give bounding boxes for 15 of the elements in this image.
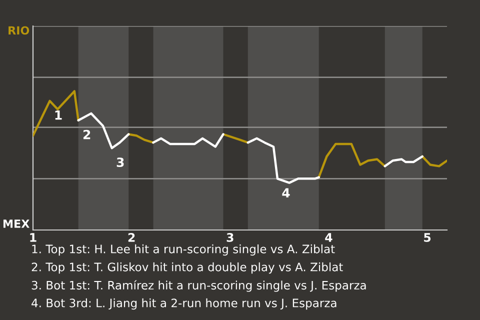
- text: 4. Bot 3rd: L. Jiang hit a 2-run home run vs J. Esparza: [32, 298, 336, 310]
- x-tick-label: 2: [128, 232, 135, 242]
- x-tick-label: 3: [226, 232, 234, 242]
- text: 3. Bot 1st: T. Ramírez hit a run-scoring single vs J. Esparza: [32, 280, 366, 292]
- x-tick-label: 5: [424, 233, 431, 242]
- x-tick-label: 1: [30, 233, 36, 242]
- annotation: 2: [84, 130, 90, 140]
- x-tick-label: 4: [325, 233, 332, 242]
- text: 2. Top 1st: T. Gliskov hit into a double play vs A. Ziblat: [32, 262, 343, 274]
- annotation: 1: [55, 110, 62, 120]
- text: MEX: [3, 220, 30, 228]
- annotation: 4: [282, 188, 290, 198]
- text: RIO: [8, 26, 30, 35]
- text: 1. Top 1st: H. Lee hit a run-scoring single vs A. Ziblat: [32, 244, 335, 256]
- annotation: 3: [116, 158, 124, 168]
